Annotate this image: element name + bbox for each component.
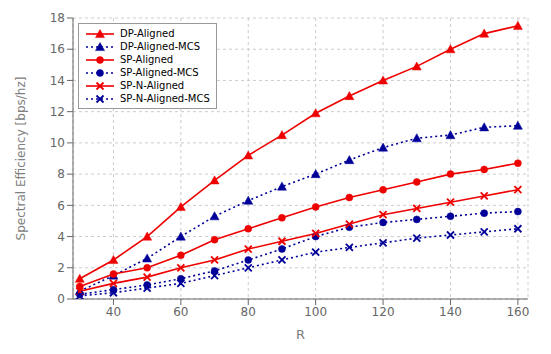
svg-text:2: 2 [57, 261, 65, 275]
svg-text:6: 6 [57, 199, 65, 213]
html-text:DP-Aligned: DP-Aligned [120, 28, 175, 39]
svg-text:4: 4 [57, 230, 65, 244]
html-text:SP-Aligned: SP-Aligned [120, 54, 174, 65]
svg-text:0: 0 [57, 292, 65, 306]
svg-text:8: 8 [57, 167, 65, 181]
svg-text:14: 14 [50, 74, 65, 88]
svg-text:12: 12 [50, 105, 65, 119]
html-text:DP-Aligned-MCS: DP-Aligned-MCS [120, 41, 201, 52]
svg-text:80: 80 [241, 305, 256, 319]
svg-text:140: 140 [439, 305, 462, 319]
svg-text:60: 60 [173, 305, 188, 319]
html-text:SP-Aligned-MCS: SP-Aligned-MCS [120, 67, 199, 78]
svg-text:16: 16 [50, 42, 65, 56]
svg-text:160: 160 [506, 305, 529, 319]
svg-text:Spectral Efficiency [bps/hz]: Spectral Efficiency [bps/hz] [14, 77, 28, 241]
svg-text:40: 40 [106, 305, 121, 319]
html-text:SP-N-Aligned: SP-N-Aligned [120, 80, 185, 91]
svg-text:10: 10 [50, 136, 65, 150]
svg-text:120: 120 [372, 305, 395, 319]
html-text:SP-N-Aligned-MCS: SP-N-Aligned-MCS [120, 93, 210, 104]
svg-text:18: 18 [50, 11, 65, 25]
svg-text:100: 100 [304, 305, 327, 319]
svg-text:R: R [296, 327, 305, 342]
